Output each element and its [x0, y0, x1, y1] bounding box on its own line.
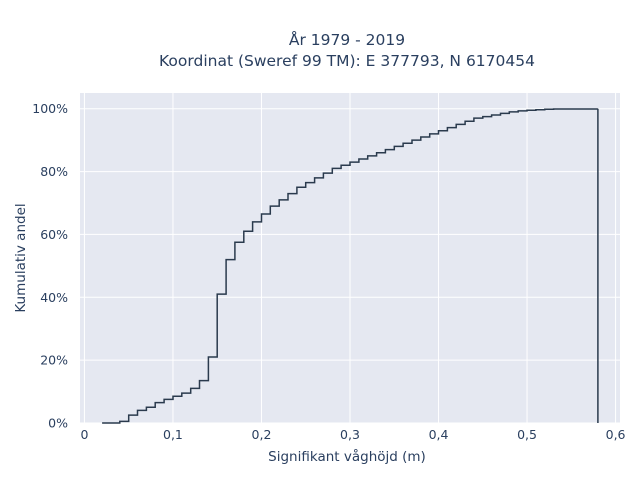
x-tick-labels: 0 0,1 0,2 0,3 0,4 0,5 0,6	[80, 427, 625, 442]
x-tick-label: 0,4	[429, 427, 449, 442]
y-axis-title: Kumulativ andel	[13, 203, 29, 312]
x-axis-title: Signifikant våghöjd (m)	[268, 448, 426, 465]
x-tick-label: 0,6	[606, 427, 626, 442]
x-tick-label: 0,1	[163, 427, 183, 442]
chart-title-line-2: Koordinat (Sweref 99 TM): E 377793, N 61…	[159, 52, 535, 70]
x-tick-label: 0,5	[517, 427, 537, 442]
x-tick-label: 0,3	[340, 427, 360, 442]
y-tick-labels: 0% 20% 40% 60% 80% 100%	[32, 101, 68, 430]
y-tick-label: 100%	[32, 101, 68, 116]
grid	[80, 93, 620, 424]
ecdf-step-line	[102, 108, 599, 424]
y-tick-label: 60%	[40, 227, 68, 242]
y-tick-label: 20%	[40, 353, 68, 368]
x-tick-label: 0	[80, 427, 88, 442]
x-tick-label: 0,2	[252, 427, 272, 442]
y-tick-label: 0%	[48, 416, 68, 431]
y-tick-label: 80%	[40, 164, 68, 179]
chart-title-line-1: År 1979 - 2019	[289, 30, 405, 49]
y-tick-label: 40%	[40, 290, 68, 305]
